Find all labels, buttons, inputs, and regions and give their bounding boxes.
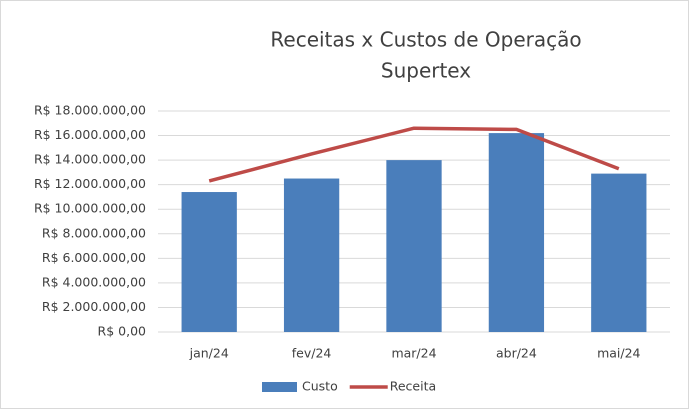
x-tick-label: abr/24 bbox=[496, 346, 537, 361]
y-tick-label: R$ 10.000.000,00 bbox=[34, 201, 146, 216]
y-tick-label: R$ 18.000.000,00 bbox=[34, 103, 146, 118]
y-tick-label: R$ 14.000.000,00 bbox=[34, 152, 146, 167]
bar bbox=[591, 173, 647, 332]
x-tick-label: mar/24 bbox=[391, 346, 436, 361]
y-tick-label: R$ 4.000.000,00 bbox=[42, 274, 146, 289]
chart-title: Supertex bbox=[381, 59, 471, 83]
x-tick-label: jan/24 bbox=[189, 346, 229, 361]
line bbox=[208, 126, 620, 183]
legend-swatch bbox=[262, 382, 297, 392]
y-tick-label: R$ 6.000.000,00 bbox=[42, 250, 146, 265]
bar bbox=[386, 160, 442, 332]
bar bbox=[181, 192, 237, 332]
y-tick-label: R$ 2.000.000,00 bbox=[42, 299, 146, 314]
legend-label: Receita bbox=[390, 379, 436, 394]
x-tick-label: mai/24 bbox=[597, 346, 640, 361]
legend-label: Custo bbox=[302, 379, 338, 394]
chart-title: Receitas x Custos de Operação bbox=[270, 28, 581, 52]
bar bbox=[488, 133, 545, 332]
x-tick-label: fev/24 bbox=[292, 346, 332, 361]
y-tick-label: R$ 0,00 bbox=[98, 324, 146, 339]
y-tick-label: R$ 8.000.000,00 bbox=[42, 225, 146, 240]
y-tick-label: R$ 16.000.000,00 bbox=[34, 127, 146, 142]
bar bbox=[283, 178, 340, 332]
y-tick-label: R$ 12.000.000,00 bbox=[34, 176, 146, 191]
